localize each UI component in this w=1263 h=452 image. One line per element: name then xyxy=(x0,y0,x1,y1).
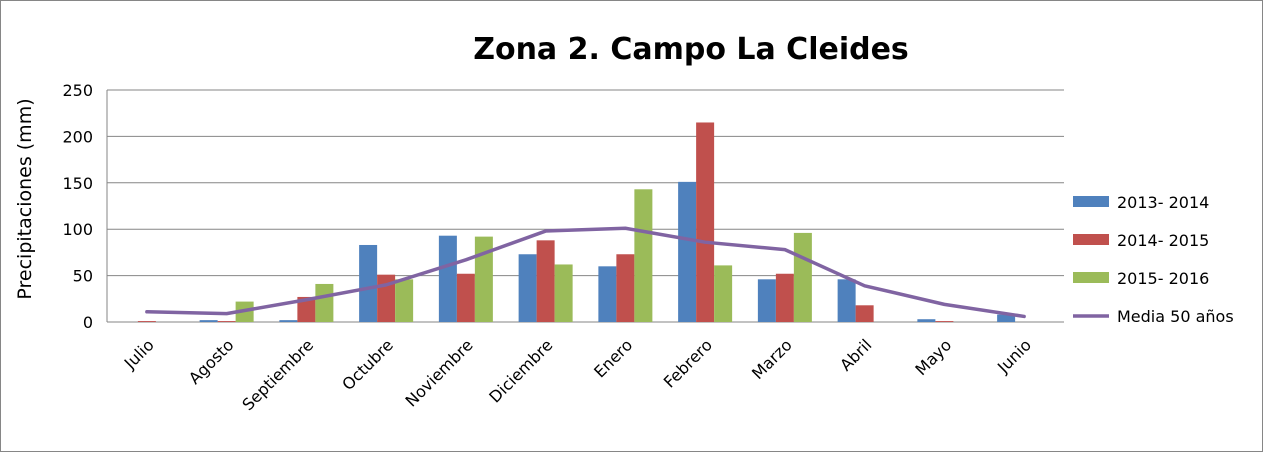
line-series xyxy=(145,226,1026,319)
bar xyxy=(714,265,733,322)
legend-label: 2014- 2015 xyxy=(1117,231,1209,250)
bar xyxy=(217,321,236,322)
y-tick-label: 250 xyxy=(62,81,93,100)
legend-swatch xyxy=(1073,272,1109,283)
x-tick-label: Abril xyxy=(836,335,875,374)
bar xyxy=(474,236,493,322)
bar xyxy=(315,283,334,322)
bar-series xyxy=(137,122,1016,322)
y-tick-label: 0 xyxy=(83,313,93,332)
y-axis-ticks: 0 50 100 150 200 250 xyxy=(62,81,93,332)
bar xyxy=(917,319,936,322)
bar xyxy=(536,240,555,322)
bar xyxy=(775,273,794,322)
x-axis-ticks: Julio Agosto Septiembre Octubre Noviembre Dic… xyxy=(120,335,1035,414)
x-tick-label: Mayo xyxy=(911,335,955,379)
gridlines xyxy=(106,89,1064,323)
bar xyxy=(359,244,378,322)
bar xyxy=(757,279,776,322)
bar xyxy=(137,321,156,322)
bar xyxy=(997,314,1016,322)
legend-swatch xyxy=(1073,196,1109,207)
bar xyxy=(554,264,573,322)
x-tick-label: Agosto xyxy=(185,335,238,388)
x-tick-label: Julio xyxy=(120,335,158,373)
legend: 2013- 2014 2014- 2015 2015- 2016 Media 50 a… xyxy=(1073,193,1234,326)
bar xyxy=(935,321,954,322)
bar xyxy=(297,296,316,322)
bar xyxy=(279,320,298,322)
bar xyxy=(598,266,617,322)
x-tick-label: Diciembre xyxy=(485,335,556,406)
legend-label: 2015- 2016 xyxy=(1117,269,1209,288)
bar xyxy=(837,279,856,322)
chart-title: Zona 2. Campo La Cleides xyxy=(473,32,909,67)
bar xyxy=(634,189,653,322)
legend-label: 2013- 2014 xyxy=(1117,193,1209,212)
bar xyxy=(199,320,218,322)
x-tick-label: Febrero xyxy=(660,335,716,391)
bar xyxy=(456,273,475,322)
bar xyxy=(678,181,697,322)
legend-swatch xyxy=(1073,234,1109,245)
x-tick-label: Septiembre xyxy=(238,335,317,414)
legend-label: Media 50 años xyxy=(1117,307,1234,326)
bar xyxy=(395,279,414,322)
x-tick-label: Marzo xyxy=(748,335,796,383)
x-tick-label: Junio xyxy=(993,335,1035,377)
y-tick-label: 150 xyxy=(62,174,93,193)
bar xyxy=(793,232,812,322)
y-tick-label: 200 xyxy=(62,127,93,146)
bar xyxy=(616,254,635,322)
y-axis-title: Precipitaciones (mm) xyxy=(14,98,36,299)
bar xyxy=(696,122,715,322)
y-tick-label: 50 xyxy=(73,267,93,286)
y-tick-label: 100 xyxy=(62,220,93,239)
bar xyxy=(518,254,537,322)
bar xyxy=(438,235,457,322)
bar xyxy=(855,305,874,322)
x-tick-label: Enero xyxy=(590,335,636,381)
line-series-path xyxy=(145,226,1026,319)
x-tick-label: Noviembre xyxy=(402,335,477,410)
x-tick-label: Octubre xyxy=(338,335,397,394)
